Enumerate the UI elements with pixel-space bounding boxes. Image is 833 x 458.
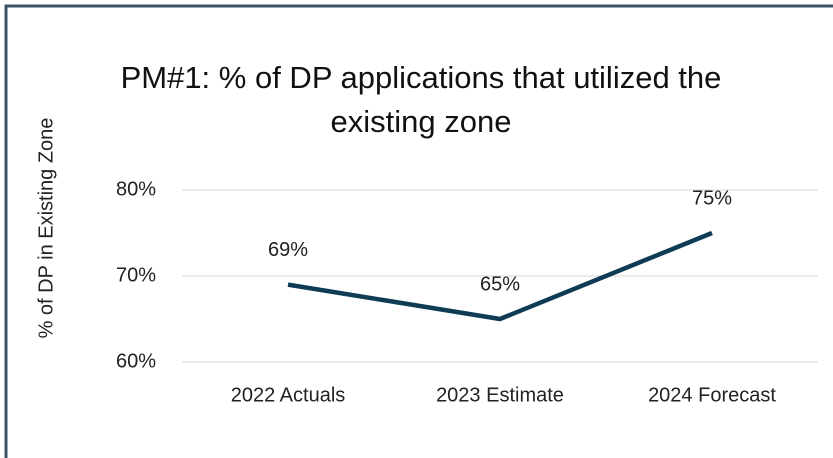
data-label: 69%	[268, 239, 308, 261]
x-tick-label: 2023 Estimate	[436, 384, 564, 406]
y-axis-label: % of DP in Existing Zone	[35, 118, 57, 339]
line	[287, 230, 713, 322]
chart-title: PM#1: % of DP applications that utilized…	[120, 60, 722, 139]
x-tick-label: 2024 Forecast	[648, 384, 776, 406]
data-label: 75%	[692, 187, 732, 209]
data-label: 65%	[480, 273, 520, 295]
y-tick-label: 70%	[116, 264, 156, 286]
frame	[4, 4, 833, 458]
y-tick-label: 60%	[116, 350, 156, 372]
y-tick-label: 80%	[116, 178, 156, 200]
x-tick-label: 2022 Actuals	[231, 384, 346, 406]
